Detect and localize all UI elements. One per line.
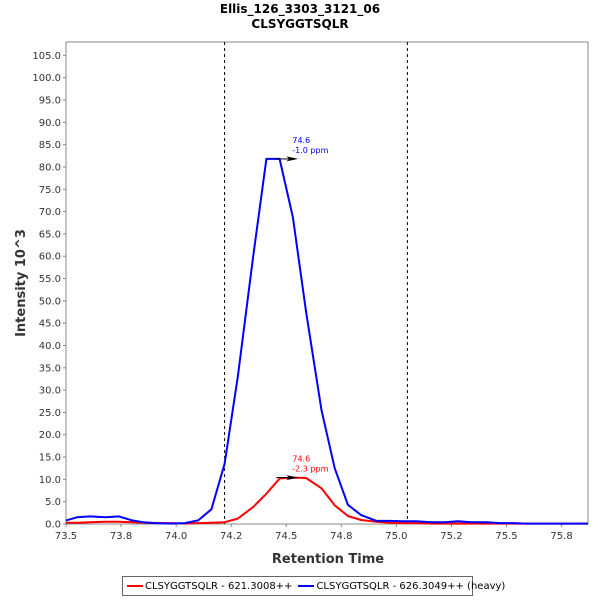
legend: CLSYGGTSQLR - 621.3008++ CLSYGGTSQLR - 6… [122,576,505,596]
y-tick-label: 60.0 [39,252,61,263]
x-tick-label: 75.5 [495,531,517,542]
y-tick-label: 55.0 [39,274,61,285]
chart-subtitle: CLSYGGTSQLR [251,17,348,31]
plot-area [65,41,589,525]
y-tick-label: 105.0 [32,51,61,62]
x-tick-label: 75.2 [440,531,462,542]
y-tick-label: 85.0 [39,140,61,151]
y-tick-label: 30.0 [39,386,61,397]
y-tick-label: 95.0 [39,96,61,107]
legend-item-light: CLSYGGTSQLR - 621.3008++ [127,581,292,592]
series-line-heavy [65,157,588,525]
y-tick-label: 45.0 [39,319,61,330]
legend-label-light: CLSYGGTSQLR - 621.3008++ [145,580,293,592]
legend-swatch-light [127,585,143,587]
legend-label-heavy: CLSYGGTSQLR - 626.3049++ (heavy) [316,580,506,592]
chart-title: Ellis_126_3303_3121_06 [220,2,380,17]
y-tick-label: 5.0 [45,497,61,508]
y-tick-label: 10.0 [39,475,61,486]
y-tick-label: 100.0 [32,73,61,84]
y-tick-label: 40.0 [39,341,61,352]
x-tick-label: 74.8 [330,531,352,542]
peak-ppm-label: -1.0 ppm [292,146,328,155]
y-tick-label: 80.0 [39,162,61,173]
x-tick-label: 74.2 [220,531,242,542]
y-tick-label: 90.0 [39,118,61,129]
peak-rt-label: 74.6 [292,136,310,145]
peak-rt-label: 74.6 [292,455,310,464]
y-tick-label: 35.0 [39,363,61,374]
legend-swatch-heavy [298,585,315,587]
legend-item-heavy: CLSYGGTSQLR - 626.3049++ (heavy) [298,581,505,592]
x-tick-label: 74.5 [275,531,297,542]
y-tick-label: 50.0 [39,296,61,307]
y-tick-label: 0.0 [45,520,61,531]
x-tick-label: 73.8 [110,531,132,542]
y-tick-label: 15.0 [39,453,61,464]
y-tick-label: 20.0 [39,430,61,441]
y-tick-label: 75.0 [39,185,61,196]
peak-arrow-icon [286,475,299,481]
y-tick-label: 65.0 [39,229,61,240]
peak-arrow-icon [286,156,299,162]
x-tick-label: 73.5 [55,531,77,542]
y-axis-label: Intensity 10^3 [14,229,29,337]
x-tick-label: 74.0 [165,531,187,542]
peak-ppm-label: -2.3 ppm [292,465,328,474]
y-tick-label: 25.0 [39,408,61,419]
x-tick-label: 75.0 [385,531,407,542]
x-tick-label: 75.8 [550,531,572,542]
x-axis-label: Retention Time [272,552,384,567]
y-tick-label: 70.0 [39,207,61,218]
